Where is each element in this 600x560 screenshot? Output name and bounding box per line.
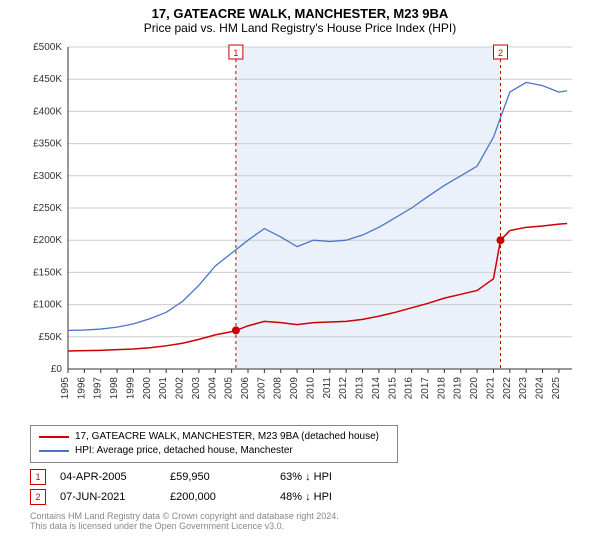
footer-line: Contains HM Land Registry data © Crown c… xyxy=(30,511,600,521)
svg-text:1998: 1998 xyxy=(109,377,120,400)
svg-text:2006: 2006 xyxy=(240,377,251,400)
footer-line: This data is licensed under the Open Gov… xyxy=(30,521,600,531)
svg-text:1995: 1995 xyxy=(60,377,71,400)
legend-label: HPI: Average price, detached house, Manc… xyxy=(75,444,293,458)
svg-text:1997: 1997 xyxy=(93,377,104,400)
svg-text:2017: 2017 xyxy=(420,377,431,400)
marker-date: 04-APR-2005 xyxy=(60,471,170,483)
svg-text:2022: 2022 xyxy=(502,377,513,400)
marker-price: £59,950 xyxy=(170,471,280,483)
svg-text:2001: 2001 xyxy=(158,377,169,400)
svg-text:2: 2 xyxy=(498,48,503,58)
marker-date: 07-JUN-2021 xyxy=(60,491,170,503)
marker-badge: 1 xyxy=(30,469,46,485)
legend-swatch xyxy=(39,450,69,452)
svg-text:2007: 2007 xyxy=(256,377,267,400)
svg-text:2002: 2002 xyxy=(175,377,186,400)
marker-diff: 63% ↓ HPI xyxy=(280,471,390,483)
marker-table: 1 04-APR-2005 £59,950 63% ↓ HPI 2 07-JUN… xyxy=(30,469,600,505)
svg-text:2000: 2000 xyxy=(142,377,153,400)
marker-badge: 2 xyxy=(30,489,46,505)
chart-title: 17, GATEACRE WALK, MANCHESTER, M23 9BA xyxy=(0,0,600,21)
legend-swatch xyxy=(39,436,69,438)
svg-text:2020: 2020 xyxy=(469,377,480,400)
svg-text:£150K: £150K xyxy=(33,267,62,278)
chart-subtitle: Price paid vs. HM Land Registry's House … xyxy=(0,21,600,39)
svg-text:£250K: £250K xyxy=(33,203,62,214)
chart-area: £0 £50K £100K £150K £200K £250K £300K £350K £400… xyxy=(20,39,580,419)
svg-text:1996: 1996 xyxy=(76,377,87,400)
svg-text:2025: 2025 xyxy=(551,377,562,400)
svg-text:2010: 2010 xyxy=(305,377,316,400)
svg-text:£400K: £400K xyxy=(33,106,62,117)
svg-text:2003: 2003 xyxy=(191,377,202,400)
svg-text:2023: 2023 xyxy=(518,377,529,400)
svg-text:2021: 2021 xyxy=(485,377,496,400)
svg-text:2012: 2012 xyxy=(338,377,349,400)
svg-text:2009: 2009 xyxy=(289,377,300,400)
svg-text:2005: 2005 xyxy=(224,377,235,400)
svg-text:2016: 2016 xyxy=(404,377,415,400)
svg-text:2008: 2008 xyxy=(273,377,284,400)
marker-diff: 48% ↓ HPI xyxy=(280,491,390,503)
svg-text:£450K: £450K xyxy=(33,74,62,85)
legend-label: 17, GATEACRE WALK, MANCHESTER, M23 9BA (… xyxy=(75,430,379,444)
svg-text:2004: 2004 xyxy=(207,377,218,400)
svg-text:1999: 1999 xyxy=(125,377,136,400)
svg-text:2011: 2011 xyxy=(322,377,333,399)
marker-row: 1 04-APR-2005 £59,950 63% ↓ HPI xyxy=(30,469,600,485)
legend: 17, GATEACRE WALK, MANCHESTER, M23 9BA (… xyxy=(30,425,398,463)
svg-text:2018: 2018 xyxy=(436,377,447,400)
svg-text:£0: £0 xyxy=(51,364,63,375)
line-chart: £0 £50K £100K £150K £200K £250K £300K £350K £400… xyxy=(20,39,580,419)
svg-text:£50K: £50K xyxy=(39,332,63,343)
svg-text:2013: 2013 xyxy=(355,377,366,400)
svg-text:£500K: £500K xyxy=(33,42,62,53)
svg-text:1: 1 xyxy=(233,48,238,58)
svg-text:2019: 2019 xyxy=(453,377,464,400)
svg-text:£200K: £200K xyxy=(33,235,62,246)
legend-item: HPI: Average price, detached house, Manc… xyxy=(39,444,389,458)
footer: Contains HM Land Registry data © Crown c… xyxy=(30,511,600,531)
svg-text:£350K: £350K xyxy=(33,139,62,150)
marker-price: £200,000 xyxy=(170,491,280,503)
svg-text:£100K: £100K xyxy=(33,300,62,311)
svg-text:2015: 2015 xyxy=(387,377,398,400)
svg-text:2024: 2024 xyxy=(535,377,546,400)
legend-item: 17, GATEACRE WALK, MANCHESTER, M23 9BA (… xyxy=(39,430,389,444)
svg-text:2014: 2014 xyxy=(371,377,382,400)
svg-text:£300K: £300K xyxy=(33,171,62,182)
marker-row: 2 07-JUN-2021 £200,000 48% ↓ HPI xyxy=(30,489,600,505)
